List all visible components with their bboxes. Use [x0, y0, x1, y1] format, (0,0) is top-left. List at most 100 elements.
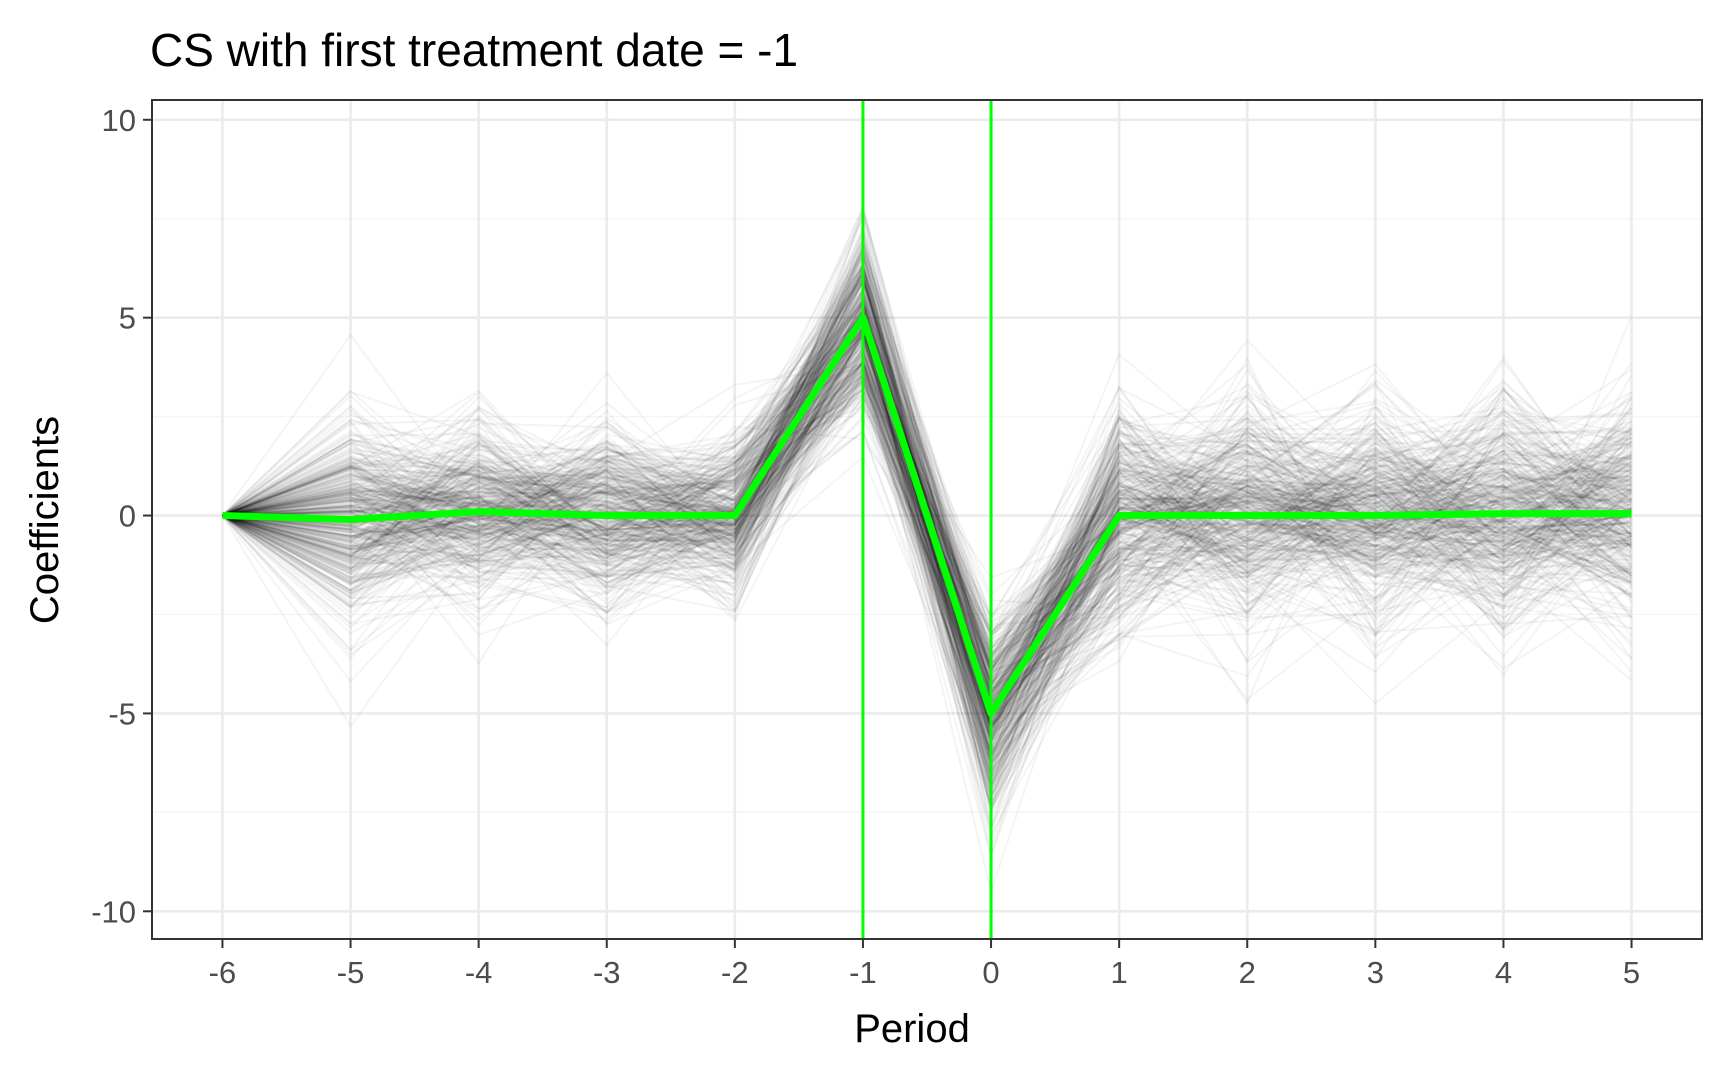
- simulation-draw-line: [221, 392, 1633, 809]
- simulation-draw-line: [222, 303, 1633, 676]
- simulation-draw-line: [222, 305, 1633, 697]
- simulation-draw-line: [222, 242, 1633, 729]
- simulation-draw-line: [222, 393, 1632, 730]
- simulation-draw-line: [222, 349, 1632, 722]
- simulation-draw-line: [222, 336, 1632, 762]
- simulation-draw-line: [222, 249, 1633, 696]
- simulation-draw-line: [222, 277, 1632, 829]
- simulation-draw-line: [222, 287, 1632, 716]
- simulation-draw-line: [222, 376, 1632, 733]
- simulation-draw-line: [222, 374, 1632, 800]
- simulation-draw-line: [222, 311, 1633, 761]
- x-tick-label: -3: [593, 955, 621, 990]
- simulation-draw-line: [222, 277, 1633, 688]
- simulation-draw-line: [222, 327, 1632, 729]
- simulation-draw-line: [222, 312, 1633, 754]
- simulation-draw-line: [222, 394, 1632, 665]
- simulation-draw-line: [222, 365, 1632, 694]
- simulation-draw-line: [222, 301, 1633, 661]
- simulation-draw-line: [221, 345, 1633, 811]
- simulation-draw-line: [222, 341, 1632, 782]
- simulation-draw-line: [221, 369, 1632, 766]
- simulation-draw-line: [221, 332, 1632, 762]
- simulation-draw-line: [222, 281, 1632, 676]
- simulation-draw-line: [221, 360, 1632, 768]
- simulation-draw-line: [221, 287, 1632, 672]
- simulation-draw-line: [222, 364, 1633, 765]
- simulation-draw-line: [222, 242, 1632, 646]
- simulation-draw-line: [222, 358, 1632, 716]
- simulation-draw-line: [222, 316, 1632, 738]
- simulation-draw-line: [221, 317, 1632, 771]
- simulation-draw-line: [222, 313, 1632, 610]
- simulation-draw-line: [222, 359, 1632, 728]
- simulation-draw-line: [221, 378, 1633, 721]
- x-tick-label: -6: [209, 955, 237, 990]
- simulation-draw-line: [222, 374, 1632, 619]
- simulation-draw-line: [222, 262, 1633, 727]
- y-tick-label: 0: [119, 499, 136, 534]
- simulation-draw-line: [222, 388, 1633, 722]
- simulation-draw-line: [222, 238, 1632, 658]
- simulation-draw-line: [222, 326, 1633, 790]
- simulation-draw-line: [221, 304, 1632, 699]
- simulation-draw-line: [222, 341, 1632, 662]
- simulation-draw-line: [222, 254, 1632, 663]
- simulation-draw-line: [222, 252, 1632, 624]
- simulation-draw-line: [222, 260, 1633, 678]
- simulation-draw-line: [222, 264, 1632, 673]
- simulation-draw-line: [222, 329, 1632, 754]
- simulation-draw-line: [222, 378, 1632, 709]
- simulation-draw-line: [221, 300, 1633, 756]
- simulation-draw-line: [221, 417, 1633, 630]
- simulation-draw-line: [222, 340, 1632, 650]
- simulation-draw-line: [222, 269, 1633, 816]
- simulation-draw-line: [221, 371, 1633, 735]
- simulation-draw-line: [222, 312, 1632, 766]
- simulation-draw-line: [222, 326, 1632, 797]
- simulation-draw-line: [222, 278, 1632, 678]
- simulation-draw-line: [222, 323, 1632, 673]
- simulation-draw-line: [222, 271, 1632, 731]
- mean-series-line: [222, 314, 1632, 717]
- simulation-draw-line: [222, 352, 1632, 741]
- simulation-draw-line: [222, 266, 1632, 740]
- simulation-draw-line: [222, 331, 1632, 731]
- simulation-draw-line: [222, 308, 1632, 761]
- simulation-draw-line: [222, 237, 1633, 687]
- simulation-draw-line: [222, 279, 1633, 668]
- simulation-draw-line: [222, 405, 1632, 784]
- simulation-draw-line: [222, 242, 1633, 689]
- simulation-draw-line: [222, 207, 1632, 739]
- simulation-draw-line: [222, 355, 1633, 896]
- simulation-draw-line: [222, 326, 1632, 637]
- simulation-draw-line: [222, 398, 1632, 738]
- simulation-draw-line: [222, 330, 1632, 793]
- simulation-draw-line: [222, 368, 1632, 701]
- simulation-draw-line: [222, 324, 1632, 669]
- simulation-draw-line: [222, 227, 1633, 686]
- simulation-draw-line: [222, 249, 1633, 701]
- simulation-draw-line: [221, 299, 1632, 686]
- simulation-draw-line: [222, 245, 1633, 634]
- simulation-draw-line: [222, 345, 1632, 742]
- simulation-draw-line: [221, 228, 1633, 833]
- simulation-draw-line: [222, 307, 1632, 695]
- simulation-draw-line: [222, 416, 1632, 740]
- chart-title: CS with first treatment date = -1: [150, 24, 798, 76]
- simulation-draw-line: [222, 295, 1632, 669]
- simulation-draw-line: [222, 276, 1633, 705]
- y-axis-ticks: -10 -5 0 5 10: [91, 103, 152, 929]
- simulation-draw-line: [222, 271, 1633, 684]
- simulation-draw-line: [221, 307, 1632, 756]
- simulation-draw-line: [221, 355, 1633, 647]
- simulation-draw-line: [222, 319, 1633, 671]
- simulation-draw-line: [222, 357, 1632, 634]
- y-axis-title: Coefficients: [23, 416, 67, 624]
- simulation-draw-line: [222, 274, 1632, 699]
- simulation-draw-line: [222, 331, 1633, 766]
- simulation-draw-line: [222, 321, 1632, 808]
- simulation-draw-line: [222, 303, 1632, 769]
- simulation-draw-line: [222, 225, 1633, 696]
- simulation-draw-line: [222, 295, 1633, 805]
